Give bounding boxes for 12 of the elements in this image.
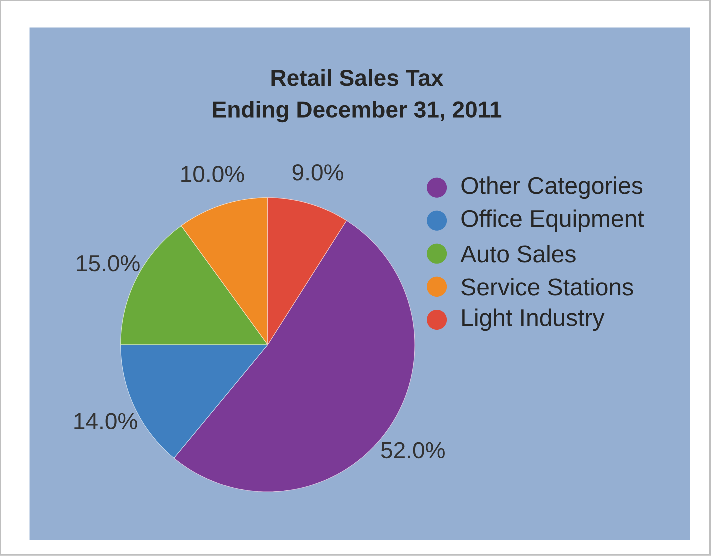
legend-label: Auto Sales xyxy=(460,245,576,263)
chart-title: Retail Sales Tax xyxy=(272,69,444,86)
legend-label: Office Equipment xyxy=(462,210,644,232)
data-label: 52.0% xyxy=(381,442,445,459)
data-label: 9.0% xyxy=(292,164,344,181)
data-label: 10.0% xyxy=(182,166,244,183)
legend-label: Service Stations xyxy=(462,278,634,296)
data-label: 15.0% xyxy=(77,255,140,272)
legend-label: Light Industry xyxy=(462,308,605,332)
legend-label: Other Categories xyxy=(462,176,643,200)
data-label: 14.0% xyxy=(74,413,138,430)
chart-subtitle: Ending December 31, 2011 xyxy=(213,101,502,123)
